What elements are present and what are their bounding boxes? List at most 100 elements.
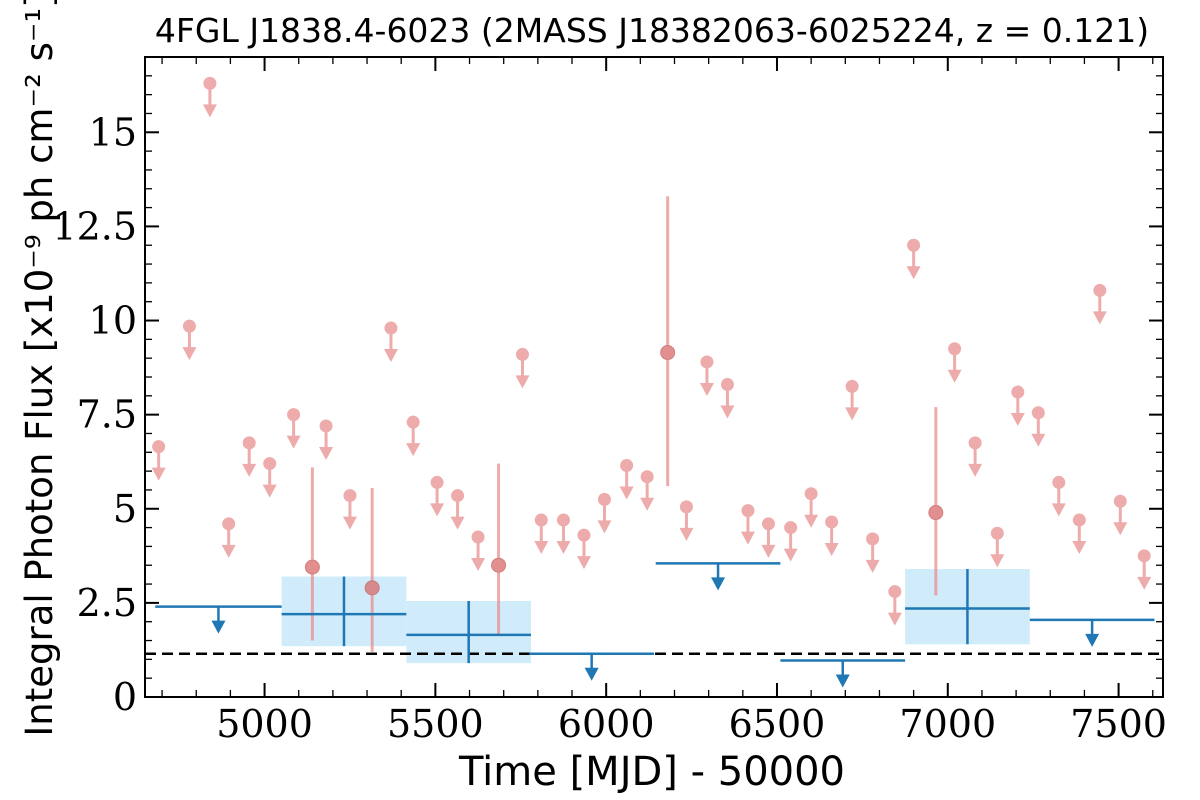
short-bin-upper-limit (887, 585, 902, 626)
upper-limit-arrowhead (151, 467, 166, 481)
upper-limit-arrowhead (534, 541, 549, 555)
short-bin-upper-limit (947, 342, 962, 383)
short-bin-detection (928, 407, 944, 596)
short-bin-upper-limit (783, 521, 798, 562)
upper-limit-arrowhead (262, 484, 277, 498)
short-bin-upper-limit (761, 517, 776, 558)
y-tick-label: 10 (89, 299, 137, 343)
short-bin-upper-limit (286, 408, 301, 449)
upper-limit-point (203, 76, 217, 90)
short-bin-upper-limit (1137, 549, 1152, 590)
upper-limit-point (1093, 283, 1107, 297)
y-tick-label: 5 (113, 487, 137, 531)
upper-limit-point (1031, 406, 1045, 420)
upper-limit-point (640, 470, 654, 484)
short-bin-upper-limit (450, 489, 465, 530)
detection-point (491, 557, 507, 573)
upper-limit-arrowhead (1072, 541, 1087, 555)
upper-limit-arrowhead (202, 104, 217, 118)
upper-limit-arrowhead (835, 674, 850, 688)
detection-point (928, 505, 944, 521)
upper-limit-arrowhead (711, 577, 726, 591)
upper-limit-point (761, 517, 775, 531)
x-tick-label: 5000 (216, 702, 313, 746)
short-bin-upper-limit (824, 515, 839, 556)
short-bin-detection (491, 463, 507, 635)
short-bin-upper-limit (1010, 385, 1025, 427)
upper-limit-point (384, 321, 398, 335)
y-tick-label: 7.5 (77, 393, 137, 437)
upper-limit-arrowhead (804, 514, 819, 528)
upper-limit-arrowhead (1085, 633, 1100, 647)
short-bin-detection (660, 196, 676, 487)
short-bin-series (151, 76, 1152, 652)
x-tick-label: 6000 (558, 702, 655, 746)
upper-limit-arrowhead (182, 347, 197, 361)
short-bin-upper-limit (1072, 513, 1087, 555)
x-tick-label: 5500 (387, 702, 484, 746)
short-bin-upper-limit (1051, 475, 1066, 517)
short-bin-upper-limit (619, 458, 634, 500)
x-tick-label: 7500 (1070, 702, 1167, 746)
short-bin-upper-limit (968, 436, 983, 477)
upper-limit-arrowhead (824, 542, 839, 556)
upper-limit-point (577, 528, 591, 542)
upper-limit-point (968, 436, 982, 450)
x-axis-label: Time [MJD] - 50000 (458, 749, 845, 795)
upper-limit-point (430, 475, 444, 489)
upper-limit-arrowhead (211, 620, 226, 634)
short-bin-upper-limit (221, 517, 236, 558)
upper-limit-arrowhead (286, 435, 301, 449)
upper-limit-arrowhead (845, 407, 860, 421)
upper-limit-arrowhead (342, 516, 357, 530)
upper-limit-arrowhead (430, 503, 445, 517)
detection-point (304, 559, 320, 575)
long-bin-series (155, 562, 1155, 688)
upper-limit-point (990, 526, 1004, 540)
x-tick-label: 7000 (899, 702, 996, 746)
short-bin-upper-limit (865, 532, 880, 573)
upper-limit-point (534, 513, 548, 527)
upper-limit-point (888, 585, 902, 599)
short-bin-detection (304, 467, 320, 641)
short-bin-upper-limit (699, 355, 714, 396)
upper-limit-arrowhead (1137, 576, 1152, 590)
upper-limit-point (597, 492, 611, 506)
long-bin-upper-limit (780, 659, 906, 688)
short-bin-upper-limit (720, 378, 735, 419)
upper-limit-arrowhead (640, 497, 655, 511)
long-bin-upper-limit (529, 652, 654, 681)
short-bin-upper-limit (202, 76, 217, 118)
upper-limit-arrowhead (887, 612, 902, 626)
upper-limit-point (1011, 385, 1025, 399)
short-bin-upper-limit (319, 419, 334, 460)
short-bin-upper-limit (597, 492, 612, 534)
upper-limit-point (907, 238, 921, 252)
upper-limit-arrowhead (221, 544, 236, 558)
axes: 5000 5500 6000 6500 7000 7500 0 2.5 5 7.5 10 12.5 15 (52, 56, 1167, 746)
short-bin-upper-limit (990, 526, 1005, 568)
chart-title: 4FGL J1838.4-6023 (2MASS J18382063-60252… (155, 11, 1149, 50)
upper-limit-point (471, 530, 485, 544)
upper-limit-point (804, 487, 818, 501)
long-bin-upper-limit (655, 562, 781, 591)
upper-limit-point (620, 458, 634, 472)
upper-limit-arrowhead (1113, 522, 1128, 536)
error-boxes (281, 569, 1030, 664)
short-bin-upper-limit (471, 530, 486, 571)
upper-limit-point (866, 532, 880, 546)
short-bin-detection (364, 488, 380, 652)
upper-limit-point (1052, 475, 1066, 489)
short-bin-upper-limit (679, 500, 694, 541)
upper-limit-arrowhead (679, 527, 694, 541)
y-tick-label: 12.5 (52, 204, 137, 248)
upper-limit-point (451, 489, 465, 503)
upper-limit-arrowhead (242, 463, 257, 477)
short-bin-upper-limit (1092, 283, 1107, 325)
upper-limit-arrowhead (319, 446, 334, 460)
upper-limit-arrowhead (1031, 433, 1046, 447)
short-bin-upper-limit (242, 436, 257, 477)
short-bin-upper-limit (342, 489, 357, 530)
upper-limit-arrowhead (761, 544, 776, 558)
